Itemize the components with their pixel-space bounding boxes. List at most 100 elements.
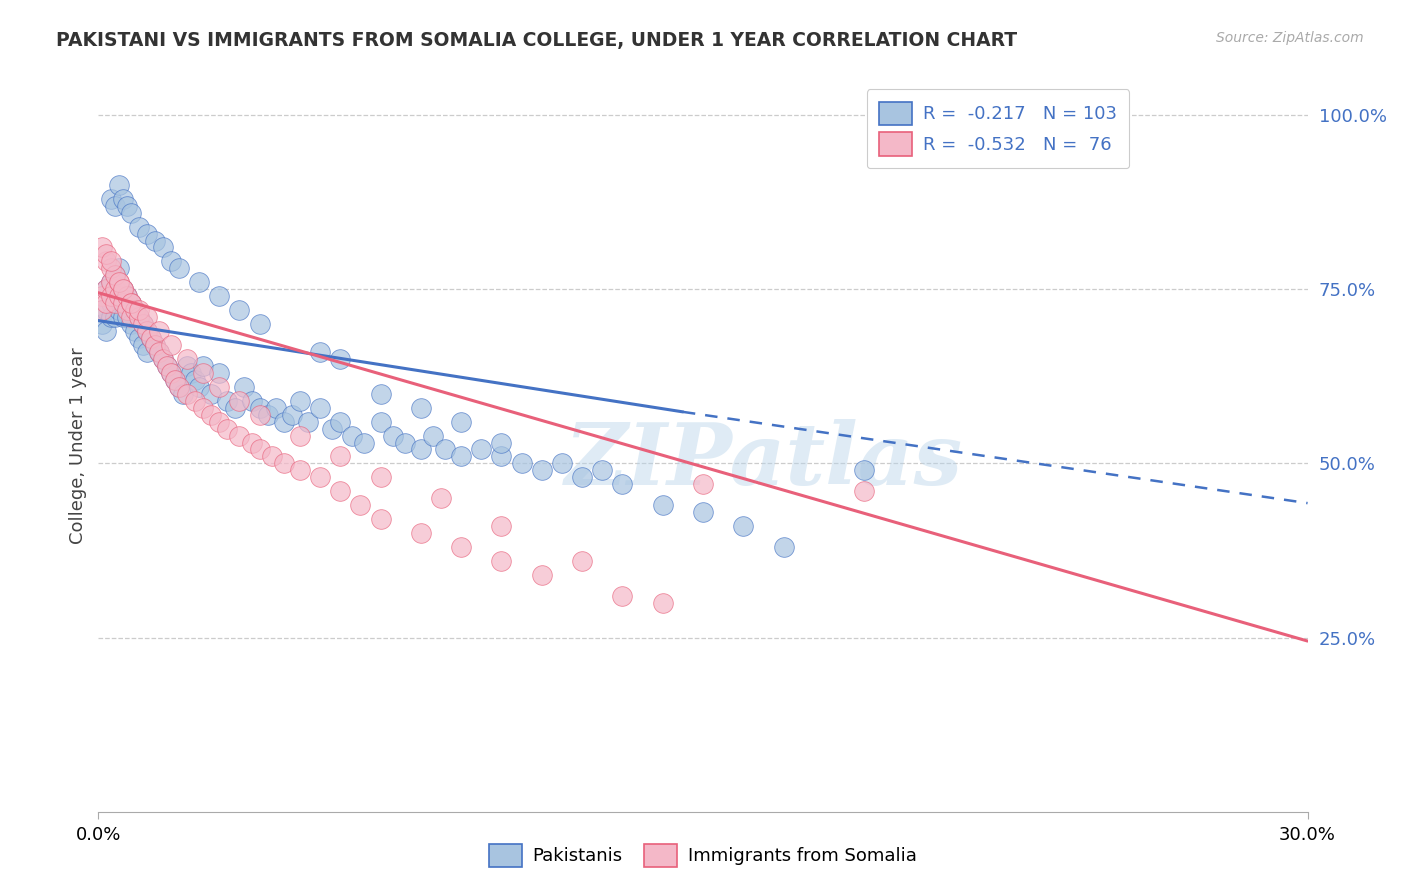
Point [111,310,134,325]
Point [163,373,186,387]
Point [96,282,118,296]
Point [370,470,392,484]
Point [111,296,134,310]
Point [273,415,295,429]
Point [273,457,295,471]
Point [342,428,364,442]
Point [422,428,444,442]
Point [120,205,142,219]
Point [100,275,122,289]
Point [651,596,673,610]
Point [132,338,155,352]
Point [208,380,231,394]
Point [491,435,513,450]
Point [571,470,593,484]
Point [96,324,118,338]
Point [329,415,352,429]
Point [692,477,714,491]
Point [217,393,239,408]
Point [100,275,122,289]
Point [124,303,146,318]
Legend: Pakistanis, Immigrants from Somalia: Pakistanis, Immigrants from Somalia [482,837,924,874]
Point [96,282,118,296]
Point [120,296,142,310]
Point [450,415,472,429]
Point [100,289,122,303]
Point [188,380,211,394]
Point [100,296,122,310]
Point [139,331,162,345]
Text: Source: ZipAtlas.com: Source: ZipAtlas.com [1216,31,1364,45]
Point [176,351,198,366]
Point [167,380,190,394]
Point [111,296,134,310]
Point [115,303,138,318]
Y-axis label: College, Under 1 year: College, Under 1 year [69,348,87,544]
Point [450,450,472,464]
Point [135,227,157,241]
Point [139,331,162,345]
Point [103,296,125,310]
Point [240,393,263,408]
Point [156,359,179,373]
Point [409,526,432,541]
Point [450,540,472,554]
Point [163,373,186,387]
Point [409,401,432,415]
Point [349,498,371,512]
Point [103,310,125,325]
Point [111,282,134,296]
Point [103,282,125,296]
Point [96,303,118,318]
Point [193,366,215,380]
Point [651,498,673,512]
Point [107,178,129,192]
Point [370,415,392,429]
Point [100,254,122,268]
Point [249,408,271,422]
Point [111,192,134,206]
Point [148,345,170,359]
Point [530,567,553,582]
Point [692,505,714,519]
Point [228,303,250,318]
Point [148,345,170,359]
Point [120,310,142,325]
Point [224,401,246,415]
Point [612,477,634,491]
Point [167,380,190,394]
Point [107,275,129,289]
Point [309,470,332,484]
Point [111,282,134,296]
Point [160,366,183,380]
Point [107,282,129,296]
Point [143,338,166,352]
Point [208,415,231,429]
Point [381,428,404,442]
Point [91,317,114,331]
Point [430,491,453,506]
Point [128,219,150,234]
Point [281,408,304,422]
Point [491,519,513,533]
Point [124,303,146,318]
Point [200,408,222,422]
Point [288,463,311,477]
Point [176,386,198,401]
Point [103,268,125,283]
Point [228,428,250,442]
Point [208,289,231,303]
Point [160,338,183,352]
Point [217,421,239,435]
Point [115,199,138,213]
Point [148,324,170,338]
Point [591,463,613,477]
Point [103,199,125,213]
Point [176,359,198,373]
Point [100,310,122,325]
Point [193,359,215,373]
Point [249,317,271,331]
Point [111,282,134,296]
Point [733,519,755,533]
Point [132,317,155,331]
